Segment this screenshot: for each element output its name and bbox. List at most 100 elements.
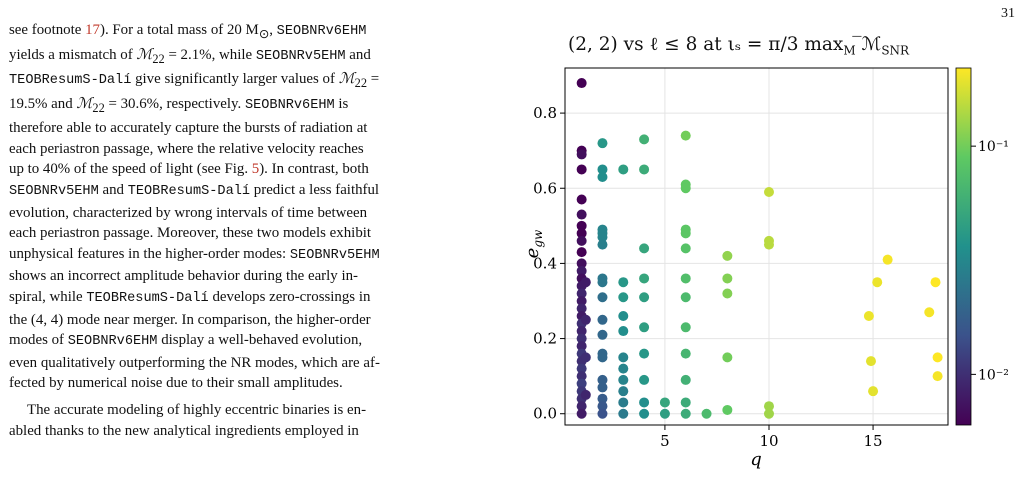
colorbar — [955, 67, 972, 426]
data-point — [680, 397, 691, 408]
data-point — [763, 408, 774, 419]
data-point — [618, 292, 629, 303]
data-point — [618, 374, 629, 385]
data-point — [680, 322, 691, 333]
data-point — [618, 386, 629, 397]
data-point — [576, 220, 587, 231]
data-point — [597, 164, 608, 175]
figure-link[interactable]: 5 — [251, 161, 260, 178]
data-point — [576, 401, 587, 412]
model-name: SEOBNRv5EHM — [289, 247, 380, 263]
text: unphysical features in the higher-order … — [9, 245, 290, 262]
text: fected by numerical noise due to their s… — [9, 375, 343, 392]
data-point — [639, 408, 650, 419]
x-tick-label: 5 — [660, 432, 670, 450]
y-tick-label: 0.0 — [533, 405, 557, 423]
data-point — [680, 374, 691, 385]
x-tick-label: 15 — [864, 432, 883, 450]
page-number: 31 — [1001, 6, 1015, 21]
y-tick-label: 0.2 — [533, 330, 557, 348]
data-point — [659, 408, 670, 419]
data-point — [576, 209, 587, 220]
text: evolution, characterized by wrong interv… — [9, 204, 368, 221]
y-axis-label: egw — [522, 229, 545, 258]
x-axis-label: q — [750, 449, 762, 470]
text: and — [345, 46, 371, 63]
data-point — [576, 228, 587, 239]
data-point — [639, 292, 650, 303]
sun-symbol: ⊙ — [258, 26, 270, 41]
data-point — [597, 352, 608, 363]
text: shows an incorrect amplitude behavior du… — [9, 268, 358, 285]
data-point — [680, 408, 691, 419]
data-point — [639, 164, 650, 175]
axis-ticks: 5 10 15 0.0 0.2 0.4 0.6 0.8 — [533, 104, 882, 450]
text: display a well-behaved evolution, — [157, 332, 363, 349]
data-point — [680, 243, 691, 254]
text: even qualitatively outperforming the NR … — [9, 354, 380, 371]
data-point — [597, 329, 608, 340]
text: the (4, 4) mode near merger. In comparis… — [9, 311, 371, 328]
data-point — [618, 326, 629, 337]
data-point — [597, 314, 608, 325]
data-point — [597, 382, 608, 393]
figure: (2, 2) vs ℓ ≤ 8 at ιₛ = π/3 maxM ̅ℳSNR 5… — [520, 30, 1020, 493]
data-point — [597, 138, 608, 149]
text: = 30.6%, respectively. — [104, 95, 245, 112]
model-name: SEOBNRv6EHM — [244, 97, 335, 113]
data-point — [618, 311, 629, 322]
text: ). For a total mass of 20 M — [99, 22, 259, 38]
data-point — [576, 378, 587, 389]
data-point — [639, 374, 650, 385]
text: up to 40% of the speed of light (see Fig… — [9, 161, 252, 178]
data-point — [659, 397, 670, 408]
plot-frame — [564, 67, 949, 426]
data-point — [872, 277, 883, 288]
model-name: SEOBNRv6EHM — [276, 24, 367, 39]
colorbar-tick-label: 10⁻¹ — [978, 139, 1009, 155]
data-point — [576, 78, 587, 89]
text: = 2.1%, while — [164, 46, 256, 63]
mismatch-symbol: ℳ — [136, 46, 153, 63]
data-point — [639, 397, 650, 408]
data-point — [576, 194, 587, 205]
data-point — [576, 164, 587, 175]
data-point — [597, 232, 608, 243]
data-point — [580, 389, 591, 400]
data-point — [680, 292, 691, 303]
footnote-link[interactable]: 17 — [85, 22, 100, 38]
y-label-main: e — [522, 248, 543, 259]
data-point — [680, 348, 691, 359]
data-point — [576, 408, 587, 419]
data-point — [722, 273, 733, 284]
figure-title: (2, 2) vs ℓ ≤ 8 at ιₛ = π/3 maxM ̅ℳSNR — [568, 34, 1026, 58]
y-label-sub: gw — [531, 229, 545, 248]
data-point — [639, 134, 650, 145]
data-point — [865, 356, 876, 367]
data-point — [868, 386, 879, 397]
data-point — [680, 273, 691, 284]
title-sub: M — [843, 43, 856, 58]
subscript: 22 — [92, 100, 105, 115]
text: 19.5% and — [9, 95, 77, 112]
data-point — [932, 371, 943, 382]
data-point — [639, 322, 650, 333]
data-point — [722, 352, 733, 363]
text: The accurate modeling of highly eccentri… — [27, 401, 367, 418]
text: yields a mismatch of — [9, 46, 137, 63]
model-name: TEOBResumS-Dalí — [86, 291, 209, 306]
title-text: (2, 2) vs ℓ ≤ 8 at ιₛ = π/3 max — [568, 34, 844, 55]
text: = — [367, 71, 380, 88]
text: abled thanks to the new analytical ingre… — [9, 422, 359, 439]
model-name: TEOBResumS-Dalí — [127, 184, 251, 200]
model-name: SEOBNRv6EHM — [67, 334, 158, 350]
paragraph-1: see footnote 17). For a total mass of 20… — [9, 20, 499, 394]
data-point — [932, 352, 943, 363]
data-point — [597, 292, 608, 303]
y-tick-label: 0.4 — [533, 254, 557, 272]
data-point — [576, 247, 587, 258]
text: each periastron passage, where the relat… — [9, 140, 364, 157]
data-point — [722, 250, 733, 261]
subscript: 22 — [152, 51, 165, 66]
text: spiral, while — [9, 289, 87, 305]
